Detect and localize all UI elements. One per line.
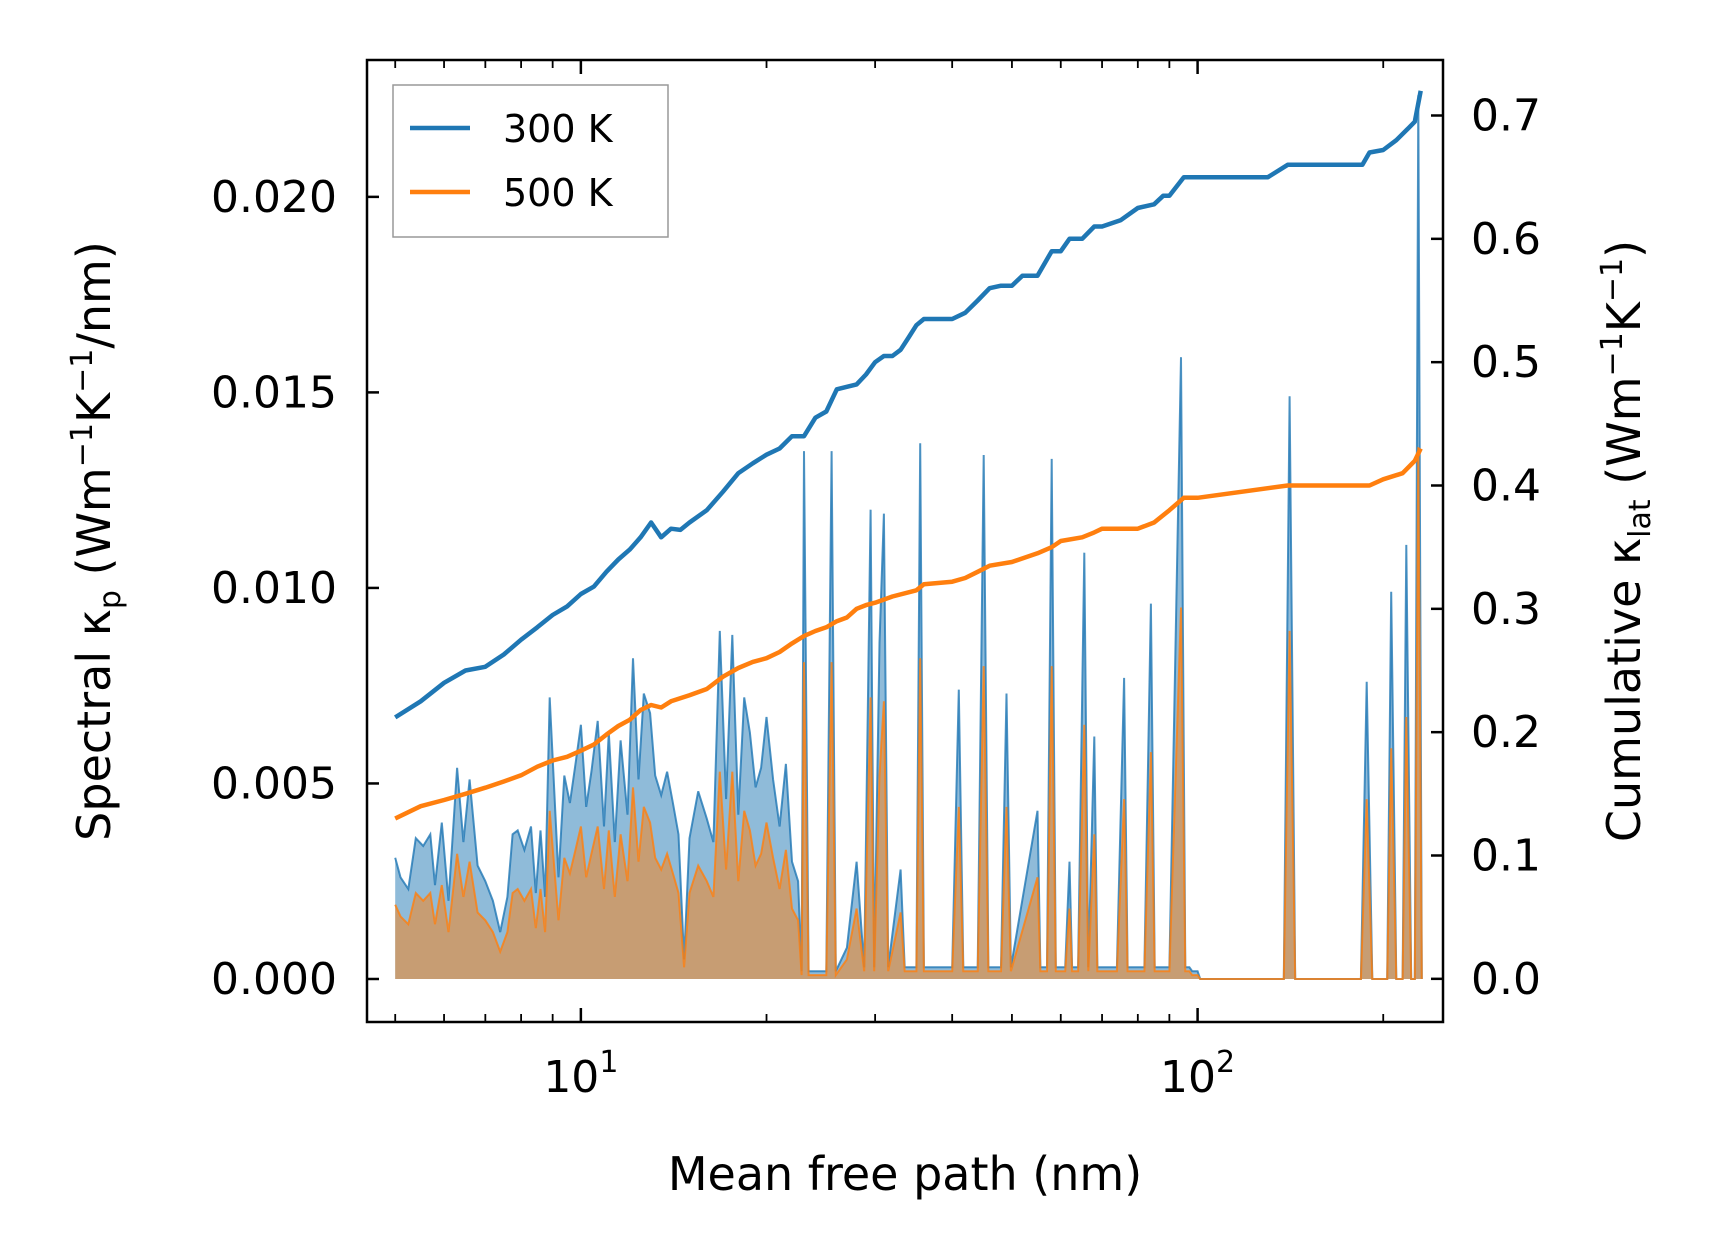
x-tick-label-exponent: 2 [1216,1045,1235,1080]
left-y-title-main: Spectral κ [67,609,121,841]
right-y-tick-label: 0.7 [1471,91,1541,142]
right-y-tick-label: 0.2 [1471,707,1541,758]
right-y-tick-label: 0.5 [1471,337,1541,388]
left-y-tick-label: 0.010 [211,563,337,614]
left-y-title-sup1: −1 [65,423,100,467]
left-y-title-units-c: /nm) [67,241,121,348]
right-y-tick-label: 0.3 [1471,584,1541,635]
x-tick-label-mantissa: 10 [1160,1052,1216,1103]
right-y-title-units-b: K [1597,300,1651,332]
right-y-title-sub: lat [1623,499,1658,538]
left-y-tick-label: 0.020 [211,172,337,223]
right-y-title-main: Cumulative κ [1597,538,1651,842]
right-y-axis-title: Cumulative κlat (Wm−1K−1) [1595,240,1658,842]
cumulative-layer [393,90,1423,821]
x-tick-label: 101 [543,1045,618,1103]
spectral-layer [394,95,1423,980]
left-y-axis-title: Spectral κp (Wm−1K−1/nm) [65,241,128,841]
cumulative-line-300k [393,90,1423,720]
right-y-title-sup1: −1 [1595,332,1630,376]
cumulative-line-500k [394,447,1423,821]
legend-label-300k: 300 K [503,107,614,151]
left-y-title-sub: p [93,590,128,609]
right-y-title-units-c: ) [1597,240,1651,258]
legend: 300 K 500 K [392,84,669,238]
spectral-line-300k [394,95,1423,980]
ticks-layer: 0.000 0.005 0.010 0.015 0.020 0.0 0.1 0.2 0.3 0.4… [211,60,1541,1103]
x-axis-title: Mean free path (nm) [668,1147,1142,1201]
spectral-area-500k [395,447,1422,980]
axes-frame [365,58,1445,1024]
left-y-title-sup2: −1 [65,349,100,393]
right-y-tick-label: 0.6 [1471,214,1541,265]
spectral-area-300k [395,95,1422,979]
left-y-title-units-a: (Wm [67,467,121,590]
right-y-tick-label: 0.4 [1471,461,1541,512]
legend-label-500k: 500 K [503,171,614,215]
legend-box [392,84,669,238]
right-y-title-sup2: −1 [1595,258,1630,302]
right-y-tick-label: 0.0 [1471,954,1541,1005]
plot-area [393,90,1423,980]
x-tick-label: 102 [1160,1045,1235,1103]
x-tick-label-exponent: 1 [599,1045,618,1080]
left-y-tick-label: 0.015 [211,367,337,418]
spectral-line-500k [394,447,1423,980]
right-y-tick-label: 0.1 [1471,831,1541,882]
left-y-tick-label: 0.000 [211,954,337,1005]
left-y-tick-label: 0.005 [211,758,337,809]
right-y-title-units-a: (Wm [1597,376,1651,499]
left-y-title-units-b: K [67,391,121,423]
x-tick-label-mantissa: 10 [543,1052,599,1103]
